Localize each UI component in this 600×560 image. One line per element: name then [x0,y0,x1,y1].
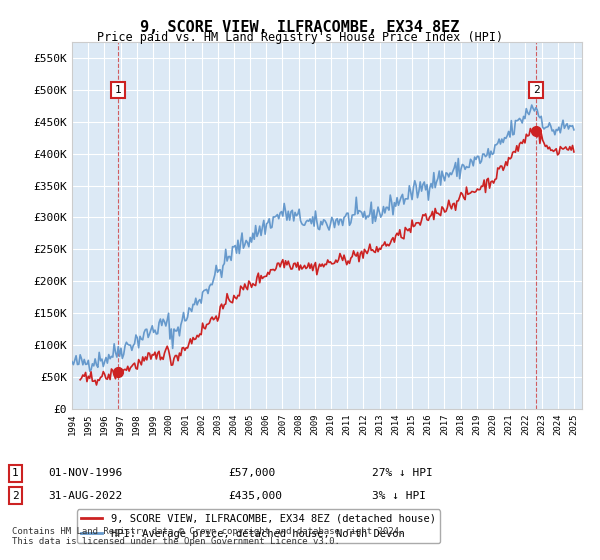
Text: 2: 2 [12,491,19,501]
Text: 2: 2 [533,85,539,95]
Text: 31-AUG-2022: 31-AUG-2022 [48,491,122,501]
Text: Price paid vs. HM Land Registry's House Price Index (HPI): Price paid vs. HM Land Registry's House … [97,31,503,44]
Text: 27% ↓ HPI: 27% ↓ HPI [372,468,433,478]
Text: 01-NOV-1996: 01-NOV-1996 [48,468,122,478]
Text: £57,000: £57,000 [228,468,275,478]
Text: 9, SCORE VIEW, ILFRACOMBE, EX34 8EZ: 9, SCORE VIEW, ILFRACOMBE, EX34 8EZ [140,20,460,35]
Legend: 9, SCORE VIEW, ILFRACOMBE, EX34 8EZ (detached house), HPI: Average price, detach: 9, SCORE VIEW, ILFRACOMBE, EX34 8EZ (det… [77,510,440,543]
Text: 3% ↓ HPI: 3% ↓ HPI [372,491,426,501]
Text: Contains HM Land Registry data © Crown copyright and database right 2024.
This d: Contains HM Land Registry data © Crown c… [12,526,404,546]
Text: 1: 1 [12,468,19,478]
Text: £435,000: £435,000 [228,491,282,501]
Text: 1: 1 [115,85,121,95]
